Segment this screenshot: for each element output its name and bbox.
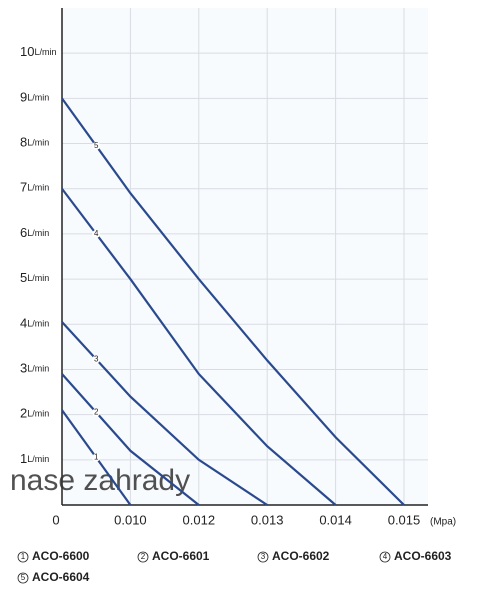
y-tick-value: 2: [20, 406, 27, 421]
y-tick-value: 10: [20, 45, 34, 60]
y-tick-value: 8: [20, 135, 27, 150]
y-tick-unit: L/min: [27, 138, 49, 148]
legend-marker: [379, 551, 391, 563]
line-tag-bg: [92, 453, 101, 462]
y-tick-value: 4: [20, 316, 27, 331]
line: [61, 188, 337, 506]
y-tick-label: 8L/min: [20, 135, 49, 150]
legend-marker: [17, 572, 29, 584]
line-tag: 5: [94, 141, 99, 150]
legend-item: 1 ACO-6600: [17, 549, 90, 563]
legend-marker: [137, 551, 149, 563]
watermark: nase zahrady: [10, 464, 190, 497]
y-tick-unit: L/min: [27, 454, 49, 464]
x-tick-label: 0: [52, 512, 59, 527]
x-tick-label: 0.012: [183, 512, 216, 527]
x-unit: (Mpa): [430, 517, 456, 528]
y-tick-label: 9L/min: [20, 90, 49, 105]
legend-label: ACO-6600: [32, 549, 90, 563]
line-tag: 1: [94, 453, 99, 462]
line-tag-bg: [92, 408, 101, 417]
legend-label: ACO-6601: [152, 549, 210, 563]
legend-tag: 1: [21, 552, 26, 561]
y-tick-label: 6L/min: [20, 225, 49, 240]
line-tag: 4: [94, 229, 99, 238]
legend-marker: [257, 551, 269, 563]
legend-tag: 3: [261, 552, 266, 561]
legend-label: ACO-6602: [272, 549, 330, 563]
legend-tag: 4: [383, 552, 388, 561]
line-tag-bg: [92, 229, 101, 238]
line: [61, 373, 200, 506]
legend-tag: 2: [141, 552, 146, 561]
y-tick-label: 4L/min: [20, 316, 49, 331]
legend-item: 4 ACO-6603: [379, 549, 452, 563]
y-tick-label: 2L/min: [20, 406, 49, 421]
y-tick-value: 1: [20, 451, 27, 466]
x-tick-label: 0.014: [319, 512, 352, 527]
y-tick-value: 3: [20, 361, 27, 376]
legend-label: ACO-6604: [32, 570, 90, 584]
y-tick-unit: L/min: [27, 319, 49, 329]
y-tick-value: 9: [20, 90, 27, 105]
legend-item: 2 ACO-6601: [137, 549, 210, 563]
legend-item: 5 ACO-6604: [17, 570, 90, 584]
line-tag: 2: [94, 407, 99, 416]
y-tick-unit: L/min: [27, 409, 49, 419]
y-tick-unit: L/min: [34, 48, 56, 58]
y-tick-unit: L/min: [27, 273, 49, 283]
y-tick-unit: L/min: [27, 183, 49, 193]
y-tick-label: 3L/min: [20, 361, 49, 376]
y-tick-unit: L/min: [27, 93, 49, 103]
y-tick-label: 5L/min: [20, 271, 49, 286]
y-tick-value: 7: [20, 180, 27, 195]
legend-item: 3 ACO-6602: [257, 549, 330, 563]
y-tick-label: 1L/min: [20, 451, 49, 466]
x-tick-label: 0.015: [388, 512, 421, 527]
legend-tag: 5: [21, 573, 26, 582]
x-tick-label: 0.013: [251, 512, 284, 527]
y-tick-label: 10L/min: [20, 45, 56, 60]
x-tick-label: 0.010: [114, 512, 147, 527]
line-tag-bg: [92, 141, 101, 150]
y-tick-value: 6: [20, 225, 27, 240]
y-tick-value: 5: [20, 271, 27, 286]
legend-marker: [17, 551, 29, 563]
y-tick-label: 7L/min: [20, 180, 49, 195]
line: [61, 97, 405, 506]
legend-label: ACO-6603: [394, 549, 452, 563]
plot-area: [62, 8, 428, 505]
line-tag-bg: [92, 355, 101, 364]
y-tick-unit: L/min: [27, 228, 49, 238]
line-tag: 3: [94, 354, 99, 363]
y-tick-unit: L/min: [27, 364, 49, 374]
